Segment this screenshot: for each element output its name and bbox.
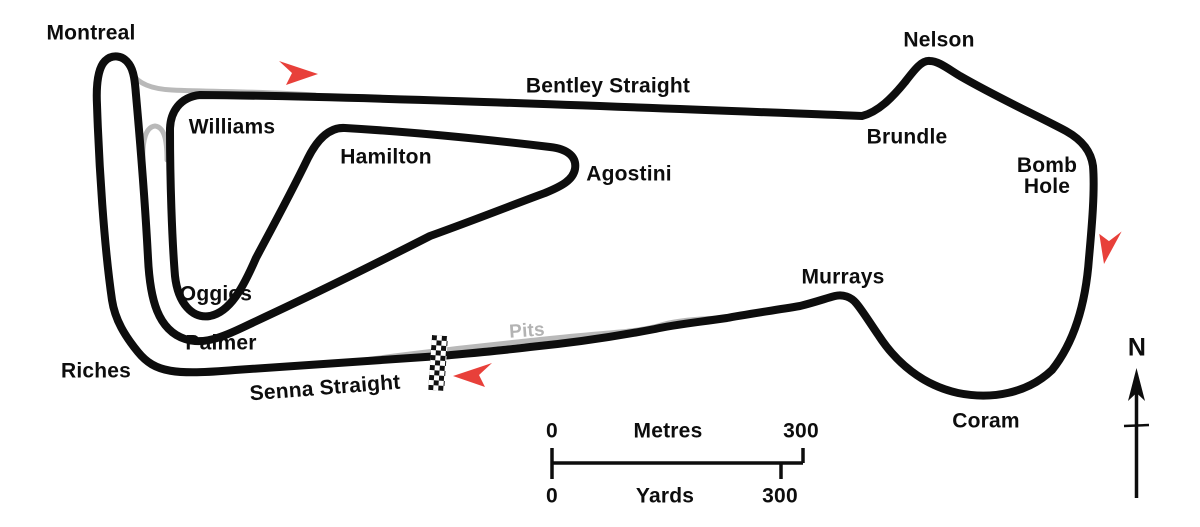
scale-yards-unit: Yards bbox=[635, 484, 695, 508]
infield-link-road bbox=[140, 123, 170, 165]
corner-label-palmer: Palmer bbox=[185, 331, 257, 355]
corner-label-nelson: Nelson bbox=[903, 28, 975, 52]
track-outline bbox=[92, 52, 1098, 400]
scale-yards-start: 0 bbox=[546, 484, 558, 508]
straight-label-bentley: Bentley Straight bbox=[525, 74, 691, 98]
direction-arrow-icon bbox=[1099, 231, 1122, 264]
start-finish-line-icon bbox=[428, 335, 448, 391]
corner-label-coram: Coram bbox=[952, 409, 1020, 433]
scale-metres-end: 300 bbox=[783, 419, 819, 443]
direction-arrow-icon bbox=[453, 363, 492, 387]
corner-label-murrays: Murrays bbox=[801, 265, 885, 289]
scale-bar bbox=[550, 448, 805, 479]
scale-yards-end: 300 bbox=[762, 484, 798, 508]
corner-label-williams: Williams bbox=[188, 115, 276, 139]
pit-lane-label: Pits bbox=[508, 319, 546, 343]
scale-metres-start: 0 bbox=[546, 419, 558, 443]
corner-label-brundle: Brundle bbox=[866, 125, 948, 149]
corner-label-riches: Riches bbox=[60, 359, 132, 383]
corner-label-agostini: Agostini bbox=[586, 162, 672, 186]
corner-label-hamilton: Hamilton bbox=[340, 145, 432, 169]
corner-label-montreal: Montreal bbox=[46, 21, 136, 45]
corner-label-oggies: Oggies bbox=[179, 282, 253, 306]
compass-north-label: N bbox=[1127, 333, 1147, 362]
direction-arrow-icon bbox=[279, 61, 318, 85]
north-arrow-icon bbox=[1123, 368, 1150, 498]
scale-metres-unit: Metres bbox=[633, 419, 703, 443]
corner-label-bomb-hole: Bomb Hole bbox=[1016, 154, 1078, 198]
